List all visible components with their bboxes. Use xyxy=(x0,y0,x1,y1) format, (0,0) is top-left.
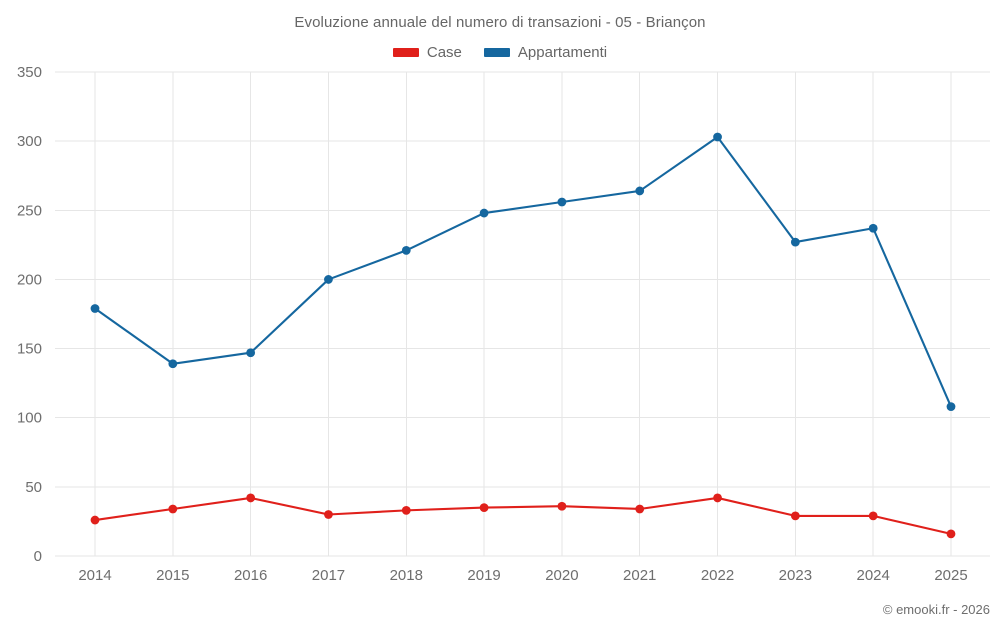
data-point[interactable]: 2014: 179 xyxy=(90,304,100,313)
data-point[interactable]: 2023: 227 xyxy=(790,237,800,247)
data-point[interactable]: 2023: 29 xyxy=(790,511,800,521)
x-axis-tick-label: 2020 xyxy=(545,567,578,584)
y-axis-tick-label: 350 xyxy=(17,64,42,81)
x-axis-tick-label: 2022 xyxy=(701,567,734,584)
data-point[interactable]: 2016: 42 xyxy=(246,493,256,503)
x-axis-tick-label: 2014 xyxy=(78,567,111,584)
data-point[interactable]: 2025: 16 xyxy=(946,529,956,539)
series-line-appartamenti xyxy=(93,135,953,408)
legend-label-case: Case xyxy=(426,44,462,61)
x-axis-tick-label: 2023 xyxy=(779,567,812,584)
data-point[interactable]: 2017: 30 xyxy=(324,510,333,519)
data-point[interactable]: 2020: 256 xyxy=(557,197,567,207)
data-point[interactable]: 2021: 34 xyxy=(635,504,645,514)
legend-item-appartamenti[interactable]: Appartamenti xyxy=(483,44,608,61)
footer-credit: © emooki.fr - 2026 xyxy=(882,602,990,617)
data-point[interactable]: 2025: 108 xyxy=(946,402,956,412)
chart-title: Evoluzione annuale del numero di transaz… xyxy=(294,14,706,31)
y-axis-tick-label: 300 xyxy=(17,133,42,150)
data-point[interactable]: 2024: 29 xyxy=(868,511,878,521)
data-point[interactable]: 2021: 264 xyxy=(635,186,645,196)
data-point[interactable]: 2018: 33 xyxy=(401,505,411,515)
x-axis-tick-label: 2024 xyxy=(856,567,889,584)
data-point[interactable]: 2016: 147 xyxy=(246,348,256,358)
legend-item-case[interactable]: Case xyxy=(392,44,462,61)
x-axis-tick-label: 2018 xyxy=(390,567,423,584)
x-axis-tick-label: 2019 xyxy=(467,567,500,584)
data-point[interactable]: 2014: 26 xyxy=(90,515,100,525)
series-line-case xyxy=(93,496,953,535)
legend-label-appartamenti: Appartamenti xyxy=(517,44,608,61)
y-axis-tick-label: 0 xyxy=(34,548,42,565)
data-point[interactable]: 2022: 303 xyxy=(713,132,722,142)
data-point[interactable]: 2019: 35 xyxy=(479,503,489,512)
y-axis-tick-label: 50 xyxy=(25,479,42,496)
x-axis-tick-label: 2016 xyxy=(234,567,267,584)
data-point[interactable]: 2019: 248 xyxy=(479,208,489,218)
x-axis-tick-label: 2025 xyxy=(934,567,967,584)
y-axis-tick-label: 200 xyxy=(17,271,42,288)
data-point[interactable]: 2017: 200 xyxy=(324,275,333,284)
legend-swatch-case xyxy=(392,48,419,57)
data-point[interactable]: 2015: 34 xyxy=(168,504,178,514)
data-point[interactable]: 2022: 42 xyxy=(713,493,722,503)
y-axis-tick-label: 100 xyxy=(17,410,42,427)
x-axis-tick-label: 2021 xyxy=(623,567,656,584)
y-axis-tick-label: 250 xyxy=(17,202,42,219)
y-axis-tick-label: 150 xyxy=(17,341,42,358)
data-point[interactable]: 2024: 237 xyxy=(868,223,878,233)
x-axis-tick-label: 2015 xyxy=(156,567,189,584)
data-point[interactable]: 2018: 221 xyxy=(401,245,411,255)
data-point[interactable]: 2015: 139 xyxy=(168,359,178,369)
x-axis-tick-label: 2017 xyxy=(312,567,345,584)
chart-legend: Case Appartamenti xyxy=(0,44,1000,61)
data-point[interactable]: 2020: 36 xyxy=(557,501,567,511)
legend-swatch-appartamenti xyxy=(483,48,510,57)
